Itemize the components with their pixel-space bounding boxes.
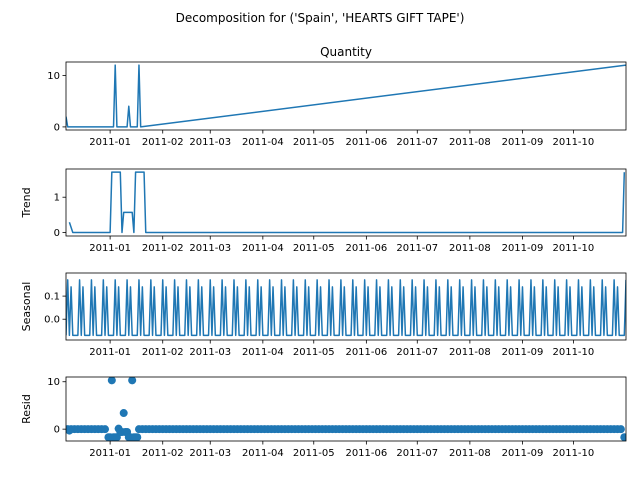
resid-point [620,433,626,441]
quantity-axes-frame [65,61,627,131]
seasonal-x-tick-label: 2011-05 [293,347,335,358]
trend-data [68,171,626,234]
resid-point [616,425,625,434]
quantity-x-tick-label: 2011-09 [502,137,544,148]
quantity-x-tick-label: 2011-08 [449,137,491,148]
resid-point [101,425,110,434]
resid-x-tick-label: 2011-04 [242,448,284,459]
resid-y-axis-label: Resid [20,394,33,424]
quantity-x-tick-label: 2011-01 [89,137,131,148]
resid-data [66,377,626,441]
trend-y-axis-label: Trend [20,187,33,218]
resid-axes-frame [65,376,627,442]
trend-x-tick-label: 2011-05 [293,243,335,254]
quantity-x-tick-label: 2011-02 [142,137,184,148]
resid-y-tick-label: 0 [54,425,60,436]
seasonal-x-tick-label: 2011-03 [189,347,231,358]
seasonal-y-tick-label: 0.0 [44,315,60,326]
quantity-x-tick-label: 2011-07 [396,137,438,148]
seasonal-panel: 2011-01 2011-02 2011-03 2011-04 2011-05 2011-… [20,272,627,358]
quantity-x-tick-label: 2011-06 [345,137,387,148]
quantity-x-tick-label: 2011-05 [293,137,335,148]
seasonal-data [66,279,626,337]
trend-axes-frame [65,168,627,237]
quantity-x-tick-label: 2011-10 [552,137,594,148]
trend-x-tick-label: 2011-03 [189,243,231,254]
trend-y-tick-label: 1 [54,193,60,204]
resid-point [133,433,142,441]
resid-x-tick-label: 2011-09 [502,448,544,459]
seasonal-axes-frame [65,272,627,341]
trend-x-tick-label: 2011-10 [552,243,594,254]
seasonal-x-tick-label: 2011-10 [552,347,594,358]
trend-panel: 2011-01 2011-02 2011-03 2011-04 2011-05 2011-… [20,168,627,254]
trend-series-line [68,171,626,234]
seasonal-y-tick-label: 0.1 [44,292,60,303]
quantity-y-tick-label: 0 [54,122,60,133]
quantity-series-line [66,64,626,128]
quantity-x-tick-label: 2011-04 [242,137,284,148]
quantity-x-tick-label: 2011-03 [189,137,231,148]
resid-x-tick-label: 2011-05 [293,448,335,459]
trend-x-tick-label: 2011-07 [396,243,438,254]
resid-point [119,409,128,418]
seasonal-x-tick-label: 2011-02 [142,347,184,358]
trend-x-tick-label: 2011-08 [449,243,491,254]
resid-point [66,426,74,435]
resid-x-tick-label: 2011-03 [189,448,231,459]
resid-x-tick-label: 2011-06 [345,448,387,459]
resid-x-tick-label: 2011-07 [396,448,438,459]
resid-point [128,377,137,385]
resid-x-tick-label: 2011-08 [449,448,491,459]
resid-x-tick-label: 2011-10 [552,448,594,459]
trend-x-tick-label: 2011-04 [242,243,284,254]
quantity-panel-title: Quantity [320,45,372,59]
trend-x-tick-label: 2011-06 [345,243,387,254]
trend-x-tick-label: 2011-01 [89,243,131,254]
resid-point [107,377,116,385]
seasonal-x-tick-label: 2011-08 [449,347,491,358]
seasonal-x-tick-label: 2011-06 [345,347,387,358]
resid-x-tick-label: 2011-02 [142,448,184,459]
seasonal-series-line [66,279,626,337]
quantity-data [66,64,626,128]
trend-y-tick-label: 0 [54,228,60,239]
resid-x-tick-label: 2011-01 [89,448,131,459]
seasonal-x-tick-label: 2011-09 [502,347,544,358]
seasonal-x-tick-label: 2011-01 [89,347,131,358]
seasonal-x-tick-label: 2011-07 [396,347,438,358]
trend-x-tick-label: 2011-02 [142,243,184,254]
panels-group: 2011-01 2011-02 2011-03 2011-04 2011-05 2011-… [20,45,627,459]
resid-y-tick-label: 10 [47,377,60,388]
resid-panel: 2011-01 2011-02 2011-03 2011-04 2011-05 2011-… [20,376,627,459]
trend-x-tick-label: 2011-09 [502,243,544,254]
figure-suptitle: Decomposition for ('Spain', 'HEARTS GIFT… [176,11,465,25]
seasonal-y-axis-label: Seasonal [20,282,33,332]
quantity-panel: 2011-01 2011-02 2011-03 2011-04 2011-05 2011-… [47,45,627,148]
quantity-y-tick-label: 10 [47,71,60,82]
seasonal-x-tick-label: 2011-04 [242,347,284,358]
